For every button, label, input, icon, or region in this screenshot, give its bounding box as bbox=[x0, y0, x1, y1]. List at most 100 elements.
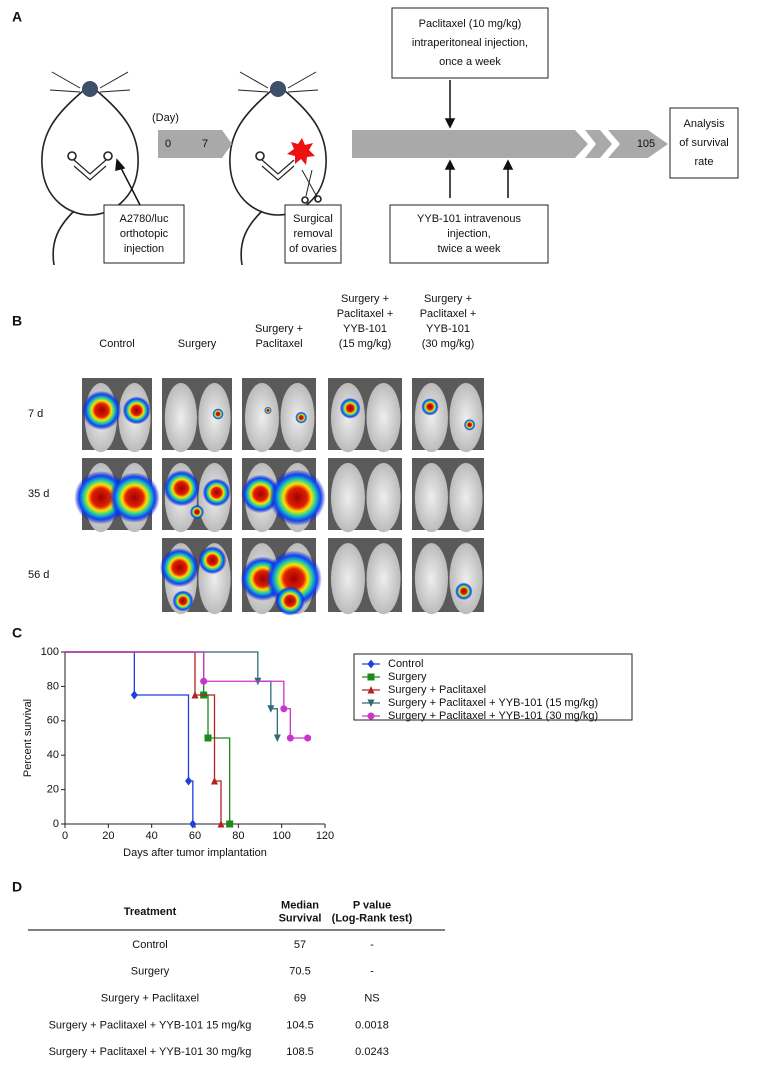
timeline bbox=[158, 130, 668, 158]
table-cell: - bbox=[370, 966, 374, 978]
legend-marker bbox=[367, 699, 375, 707]
table-cell: Surgery + Paclitaxel bbox=[101, 993, 199, 1005]
x-tick-label: 40 bbox=[146, 830, 158, 842]
signal bbox=[212, 408, 224, 420]
panel-label: D bbox=[12, 879, 22, 895]
signal bbox=[190, 505, 204, 519]
survival-point bbox=[226, 820, 234, 828]
x-tick-label: 120 bbox=[316, 830, 334, 842]
mouse-body bbox=[330, 543, 366, 615]
y-tick-label: 0 bbox=[53, 818, 59, 830]
mouse-body bbox=[366, 543, 401, 615]
y-axis-label: Percent survival bbox=[22, 699, 34, 777]
survival-line bbox=[65, 651, 194, 824]
signal bbox=[198, 546, 227, 575]
survival-point bbox=[267, 705, 275, 713]
mouse-body bbox=[366, 463, 401, 533]
survival-point bbox=[211, 777, 218, 785]
box-text: twice a week bbox=[438, 243, 501, 255]
table-cell: Surgery bbox=[131, 966, 170, 978]
signal bbox=[159, 548, 200, 588]
y-tick-label: 60 bbox=[47, 715, 59, 727]
tumor-star bbox=[287, 138, 315, 165]
box-text: Surgical bbox=[293, 213, 333, 225]
legend-label: Control bbox=[388, 658, 423, 670]
survival-point bbox=[217, 820, 225, 828]
box-text: Paclitaxel (10 mg/kg) bbox=[419, 18, 522, 30]
survival-line bbox=[65, 651, 308, 739]
column-header: (15 mg/kg) bbox=[339, 338, 392, 350]
table-cell: Control bbox=[132, 939, 167, 951]
mouse-body bbox=[449, 543, 483, 615]
signal bbox=[339, 397, 361, 419]
row-label: 56 d bbox=[28, 569, 49, 581]
table-cell: Surgery + Paclitaxel + YYB-101 15 mg/kg bbox=[49, 1019, 252, 1031]
table-cell: 0.0243 bbox=[355, 1046, 389, 1058]
table-cell: 57 bbox=[294, 939, 306, 951]
signal bbox=[275, 586, 305, 616]
signal bbox=[421, 398, 439, 416]
table-cell: 69 bbox=[294, 993, 306, 1005]
y-tick-label: 100 bbox=[41, 646, 59, 658]
signal bbox=[82, 390, 122, 430]
signal bbox=[264, 406, 272, 415]
header-cell: Treatment bbox=[124, 906, 177, 918]
arrows bbox=[115, 80, 514, 206]
mouse-body bbox=[366, 383, 401, 453]
survival-point bbox=[273, 734, 281, 742]
x-tick-label: 60 bbox=[189, 830, 201, 842]
survival-point bbox=[304, 734, 312, 742]
survival-point bbox=[191, 691, 199, 699]
x-tick-label: 0 bbox=[62, 830, 68, 842]
header-cell: Median bbox=[281, 899, 319, 911]
legend-marker bbox=[367, 673, 375, 681]
survival-point bbox=[286, 734, 294, 742]
box-text: injection, bbox=[447, 228, 490, 240]
box-text: intraperitoneal injection, bbox=[412, 37, 528, 49]
column-header: Paclitaxel + bbox=[337, 308, 394, 320]
day-end: 105 bbox=[637, 138, 655, 150]
column-header: YYB-101 bbox=[343, 323, 387, 335]
mouse-body bbox=[330, 463, 366, 533]
column-header: (30 mg/kg) bbox=[422, 338, 475, 350]
mouse-body bbox=[449, 383, 483, 453]
legend-marker bbox=[367, 712, 375, 720]
signal bbox=[295, 411, 308, 424]
box-text: A2780/luc bbox=[120, 213, 169, 225]
signal bbox=[109, 472, 160, 523]
legend-label: Surgery + Paclitaxel bbox=[388, 684, 486, 696]
column-header: Surgery + bbox=[255, 323, 303, 335]
mouse-body bbox=[164, 383, 197, 453]
header-cell: (Log-Rank test) bbox=[332, 912, 413, 924]
y-tick-label: 20 bbox=[47, 784, 59, 796]
mouse-body bbox=[244, 383, 279, 453]
x-tick-label: 100 bbox=[272, 830, 290, 842]
box-text: Analysis bbox=[684, 118, 725, 130]
box-text: orthotopic bbox=[120, 228, 169, 240]
signal bbox=[202, 478, 231, 507]
survival-point bbox=[185, 776, 192, 786]
panel-label: B bbox=[12, 313, 22, 329]
signal bbox=[269, 469, 326, 526]
legend-label: Surgery + Paclitaxel + YYB-101 (30 mg/kg… bbox=[388, 710, 598, 722]
column-header: Surgery bbox=[178, 338, 217, 350]
signal bbox=[122, 396, 151, 425]
table-cell: Surgery + Paclitaxel + YYB-101 30 mg/kg bbox=[49, 1046, 252, 1058]
legend-label: Surgery bbox=[388, 671, 427, 683]
survival-point bbox=[189, 819, 197, 829]
table-cell: 108.5 bbox=[286, 1046, 314, 1058]
box-text: of survival bbox=[679, 137, 729, 149]
header-cell: P value bbox=[353, 899, 391, 911]
legend-marker bbox=[367, 686, 375, 694]
legend-box bbox=[353, 653, 633, 721]
mouse-body bbox=[414, 383, 448, 453]
table-cell: 70.5 bbox=[289, 966, 310, 978]
boxes bbox=[103, 7, 739, 264]
column-header: Paclitaxel + bbox=[420, 308, 477, 320]
legend-marker bbox=[367, 659, 375, 669]
survival-point bbox=[130, 690, 138, 700]
mouse-right bbox=[229, 71, 327, 266]
panel-label: A bbox=[12, 9, 22, 25]
x-tick-label: 20 bbox=[102, 830, 114, 842]
